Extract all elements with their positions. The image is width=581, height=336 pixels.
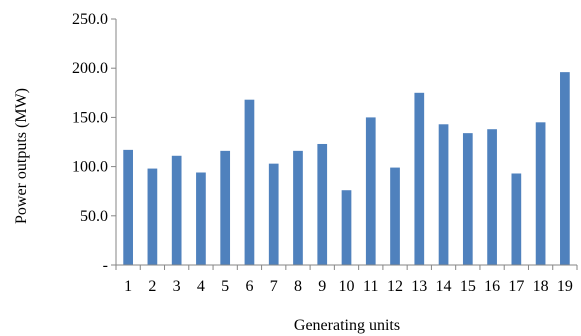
x-tick-label: 12 <box>387 278 403 295</box>
bar-unit-7 <box>268 163 279 265</box>
bars <box>123 72 570 266</box>
bar-unit-2 <box>147 168 158 265</box>
bar-unit-9 <box>317 143 328 265</box>
x-tick-label: 18 <box>533 278 549 295</box>
x-tick-label: 7 <box>270 278 278 295</box>
y-axis: - 50.0 100.0 150.0 200.0 250.0 <box>72 11 117 274</box>
x-tick-label: 11 <box>363 278 378 295</box>
y-tick-label: 200.0 <box>72 60 108 77</box>
bar-unit-16 <box>487 129 497 265</box>
x-tick-label: 14 <box>436 278 452 295</box>
x-tick-label: 1 <box>124 278 132 295</box>
bar-unit-13 <box>414 92 425 265</box>
x-tick-label: 8 <box>294 278 302 295</box>
bar-unit-4 <box>196 172 206 265</box>
x-tick-label: 5 <box>221 278 229 295</box>
x-tick-label: 4 <box>197 278 205 295</box>
bar-unit-6 <box>244 99 255 265</box>
x-tick-label: 15 <box>460 278 476 295</box>
bar-unit-8 <box>293 150 303 265</box>
y-tick-label: 250.0 <box>72 11 108 28</box>
x-tick-label: 9 <box>318 278 326 295</box>
bar-unit-10 <box>341 190 352 265</box>
x-tick-label: 6 <box>245 278 253 295</box>
y-tick-label: 150.0 <box>72 109 108 126</box>
bar-unit-14 <box>438 124 449 265</box>
bar-unit-19 <box>560 72 570 265</box>
bar-unit-5 <box>220 150 231 265</box>
x-tick-label: 10 <box>339 278 355 295</box>
y-axis-title: Power outputs (MW) <box>13 88 30 224</box>
y-tick-label: 100.0 <box>72 159 108 176</box>
x-tick-label: 16 <box>484 278 500 295</box>
x-tick-label: 3 <box>173 278 181 295</box>
bar-unit-1 <box>123 149 133 265</box>
bar-unit-18 <box>535 122 546 265</box>
x-axis-title: Generating units <box>294 317 400 334</box>
x-tick-label: 13 <box>411 278 427 295</box>
bar-unit-17 <box>511 173 522 265</box>
bar-unit-12 <box>390 167 400 265</box>
x-axis: 1 2 3 4 5 6 7 8 9 10 11 12 13 14 15 16 17 18 19 <box>115 264 578 295</box>
bar-unit-15 <box>462 133 473 265</box>
x-tick-label: 2 <box>148 278 156 295</box>
x-tick-label: 19 <box>557 278 573 295</box>
bar-unit-3 <box>171 155 182 265</box>
x-tick-label: 17 <box>508 278 524 295</box>
bar-unit-11 <box>365 117 376 266</box>
y-tick-label: 50.0 <box>80 208 108 225</box>
y-tick-label: - <box>103 257 108 274</box>
